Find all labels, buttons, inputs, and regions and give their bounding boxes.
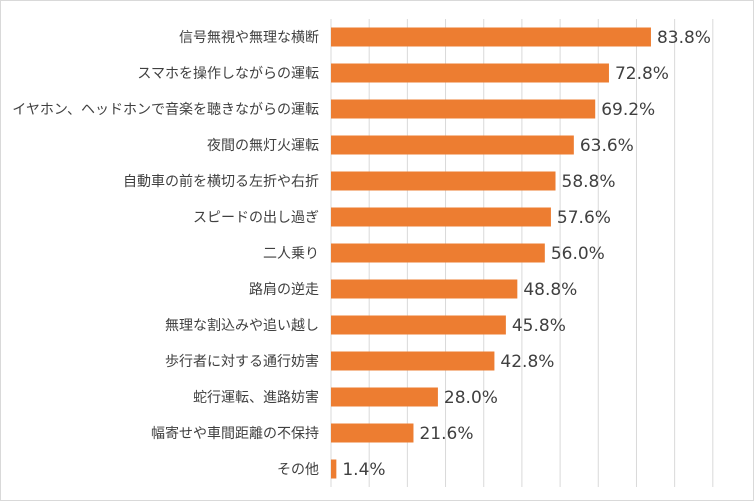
bar-1 — [331, 63, 609, 83]
category-label-12: その他 — [277, 462, 319, 478]
bar-7 — [331, 279, 518, 299]
category-label-0: 信号無視や無理な横断 — [179, 30, 319, 46]
bar-5 — [331, 207, 551, 227]
value-label-2: 69.2% — [601, 100, 655, 120]
category-label-10: 蛇行運転、進路妨害 — [193, 390, 319, 406]
value-label-4: 58.8% — [562, 172, 616, 192]
bar-9 — [331, 351, 495, 371]
category-label-1: スマホを操作しながらの運転 — [137, 66, 319, 82]
category-label-11: 幅寄せや車間距離の不保持 — [151, 425, 319, 442]
bar-2 — [331, 99, 596, 119]
value-label-12: 1.4% — [342, 460, 385, 480]
value-label-7: 48.8% — [523, 280, 577, 300]
value-label-3: 63.6% — [580, 136, 634, 156]
value-label-11: 21.6% — [419, 424, 473, 444]
category-label-2: イヤホン、ヘッドホンで音楽を聴きながらの運転 — [12, 101, 319, 118]
category-label-9: 歩行者に対する通行妨害 — [165, 354, 319, 370]
bar-12 — [331, 459, 337, 479]
bar-11 — [331, 423, 414, 443]
bar-8 — [331, 315, 506, 335]
value-label-1: 72.8% — [615, 64, 669, 84]
category-label-7: 路肩の逆走 — [249, 282, 319, 298]
bar-3 — [331, 135, 574, 155]
category-label-6: 二人乗り — [263, 246, 319, 262]
value-label-5: 57.6% — [557, 208, 611, 228]
bar-6 — [331, 243, 545, 263]
value-label-9: 42.8% — [500, 352, 554, 372]
value-label-10: 28.0% — [444, 388, 498, 408]
bar-4 — [331, 171, 556, 191]
value-label-0: 83.8% — [657, 28, 711, 48]
category-label-3: 夜間の無灯火運転 — [207, 138, 319, 154]
category-label-8: 無理な割込みや追い越し — [165, 317, 319, 334]
bar-10 — [331, 387, 438, 407]
bar-0 — [331, 27, 651, 47]
category-label-5: スピードの出し過ぎ — [193, 210, 319, 226]
value-label-8: 45.8% — [512, 316, 566, 336]
value-label-6: 56.0% — [551, 244, 605, 264]
bars — [331, 27, 651, 479]
value-labels: 83.8% 72.8% 69.2% 63.6% 58.8% 57.6% 56.0% 48.8%… — [342, 28, 711, 480]
category-labels: 信号無視や無理な横断スマホを操作しながらの運転イヤホン、ヘッドホンで音楽を聴きな… — [12, 30, 319, 478]
category-label-4: 自動車の前を横切る左折や右折 — [123, 173, 319, 190]
